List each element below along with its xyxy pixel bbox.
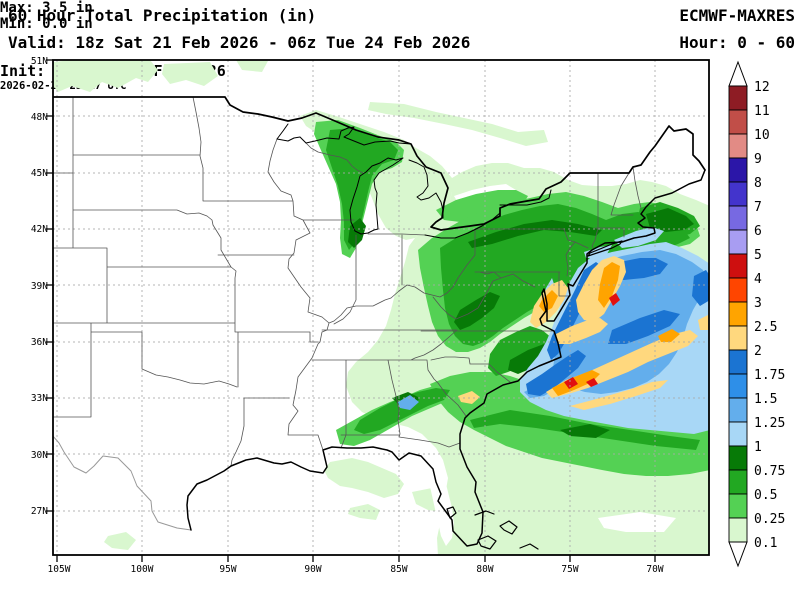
lat-label: 42N: [31, 224, 48, 235]
mexico-border: [53, 435, 192, 531]
precip-layer-3: [564, 293, 620, 389]
legend-swatch: [728, 469, 748, 495]
canada-border: [53, 96, 706, 231]
lat-label: 48N: [31, 112, 48, 123]
legend-swatch: [728, 325, 748, 351]
axis-ticks: [46, 59, 656, 562]
legend-swatch: [728, 229, 748, 255]
forecast-hour: Hour: 0 - 60: [679, 33, 795, 52]
legend-label: 8: [754, 176, 762, 191]
legend-swatch: [728, 445, 748, 471]
longitude-axis: 105W 100W 95W 90W 85W 80W 75W 70W: [48, 564, 664, 575]
lat-label: 45N: [31, 168, 48, 179]
legend-label: 2.5: [754, 320, 777, 335]
legend-label: 7: [754, 200, 762, 215]
valid-range: Valid: 18z Sat 21 Feb 2026 - 06z Tue 24 …: [8, 33, 471, 52]
legend-label: 12: [754, 80, 770, 95]
lon-label: 90W: [304, 564, 321, 575]
legend-label: 3: [754, 296, 762, 311]
legend-arrow-up-icon: [728, 60, 748, 87]
min-value: Min: 0.0 in: [0, 16, 93, 32]
legend-label: 1.25: [754, 416, 785, 431]
max-value: Max: 3.5 in: [0, 0, 93, 16]
legend-label: 2: [754, 344, 762, 359]
lat-label: 30N: [31, 450, 48, 461]
lat-label: 51N: [31, 56, 48, 67]
lon-label: 85W: [390, 564, 407, 575]
lon-label: 105W: [48, 564, 71, 575]
legend-swatch: [728, 349, 748, 375]
islands: [446, 240, 623, 550]
legend-label: 4: [754, 272, 762, 287]
legend-swatch: [728, 85, 748, 111]
site-watermark: StormVistaWxModels.com: [0, 32, 400, 62]
legend-label: 0.75: [754, 464, 785, 479]
legend-swatch: [728, 421, 748, 447]
legend-label: 0.1: [754, 536, 777, 551]
lat-label: 27N: [31, 506, 48, 517]
legend-label: 9: [754, 152, 762, 167]
legend-label: 0.5: [754, 488, 777, 503]
legend-swatch: [728, 109, 748, 135]
lat-label: 36N: [31, 337, 48, 348]
lon-label: 75W: [561, 564, 578, 575]
geography: [53, 96, 706, 550]
legend-labels: 12 11 10 9 8 7 6 5 4 3 2.5 2 1.75 1.5 1.…: [754, 80, 785, 551]
legend-label: 6: [754, 224, 762, 239]
legend-swatch: [728, 397, 748, 423]
latitude-axis: 51N 48N 45N 42N 39N 36N 33N 30N 27N: [31, 56, 48, 517]
lon-label: 70W: [646, 564, 663, 575]
great-lakes: [276, 123, 552, 239]
legend-swatch: [728, 517, 748, 543]
legend-swatch: [728, 133, 748, 159]
legend-label: 1.75: [754, 368, 785, 383]
legend-label: 1.5: [754, 392, 777, 407]
legend-swatches: [728, 85, 748, 543]
legend-swatch: [728, 157, 748, 183]
legend-swatch: [728, 301, 748, 327]
state-borders: [53, 96, 642, 467]
lat-label: 33N: [31, 393, 48, 404]
precipitation-fill-layers: [53, 60, 709, 555]
legend-swatch: [728, 181, 748, 207]
map-frame: [52, 59, 710, 556]
legend-swatch: [728, 253, 748, 279]
legend-label: 11: [754, 104, 770, 119]
lon-label: 95W: [219, 564, 236, 575]
legend-label: 5: [754, 248, 762, 263]
legend-label: 1: [754, 440, 762, 455]
color-legend: 12 11 10 9 8 7 6 5 4 3 2.5 2 1.75 1.5 1.…: [728, 60, 785, 568]
model-name: ECMWF-MAXRES: [679, 6, 795, 25]
legend-swatch: [728, 373, 748, 399]
lon-label: 80W: [476, 564, 493, 575]
legend-swatch: [728, 277, 748, 303]
legend-arrow-down-icon: [728, 541, 748, 568]
lat-label: 39N: [31, 281, 48, 292]
legend-label: 0.25: [754, 512, 785, 527]
page-title: 60 Hour Total Precipitation (in): [8, 6, 317, 25]
legend-swatch: [728, 493, 748, 519]
legend-label: 10: [754, 128, 770, 143]
lon-label: 100W: [131, 564, 154, 575]
legend-swatch: [728, 205, 748, 231]
